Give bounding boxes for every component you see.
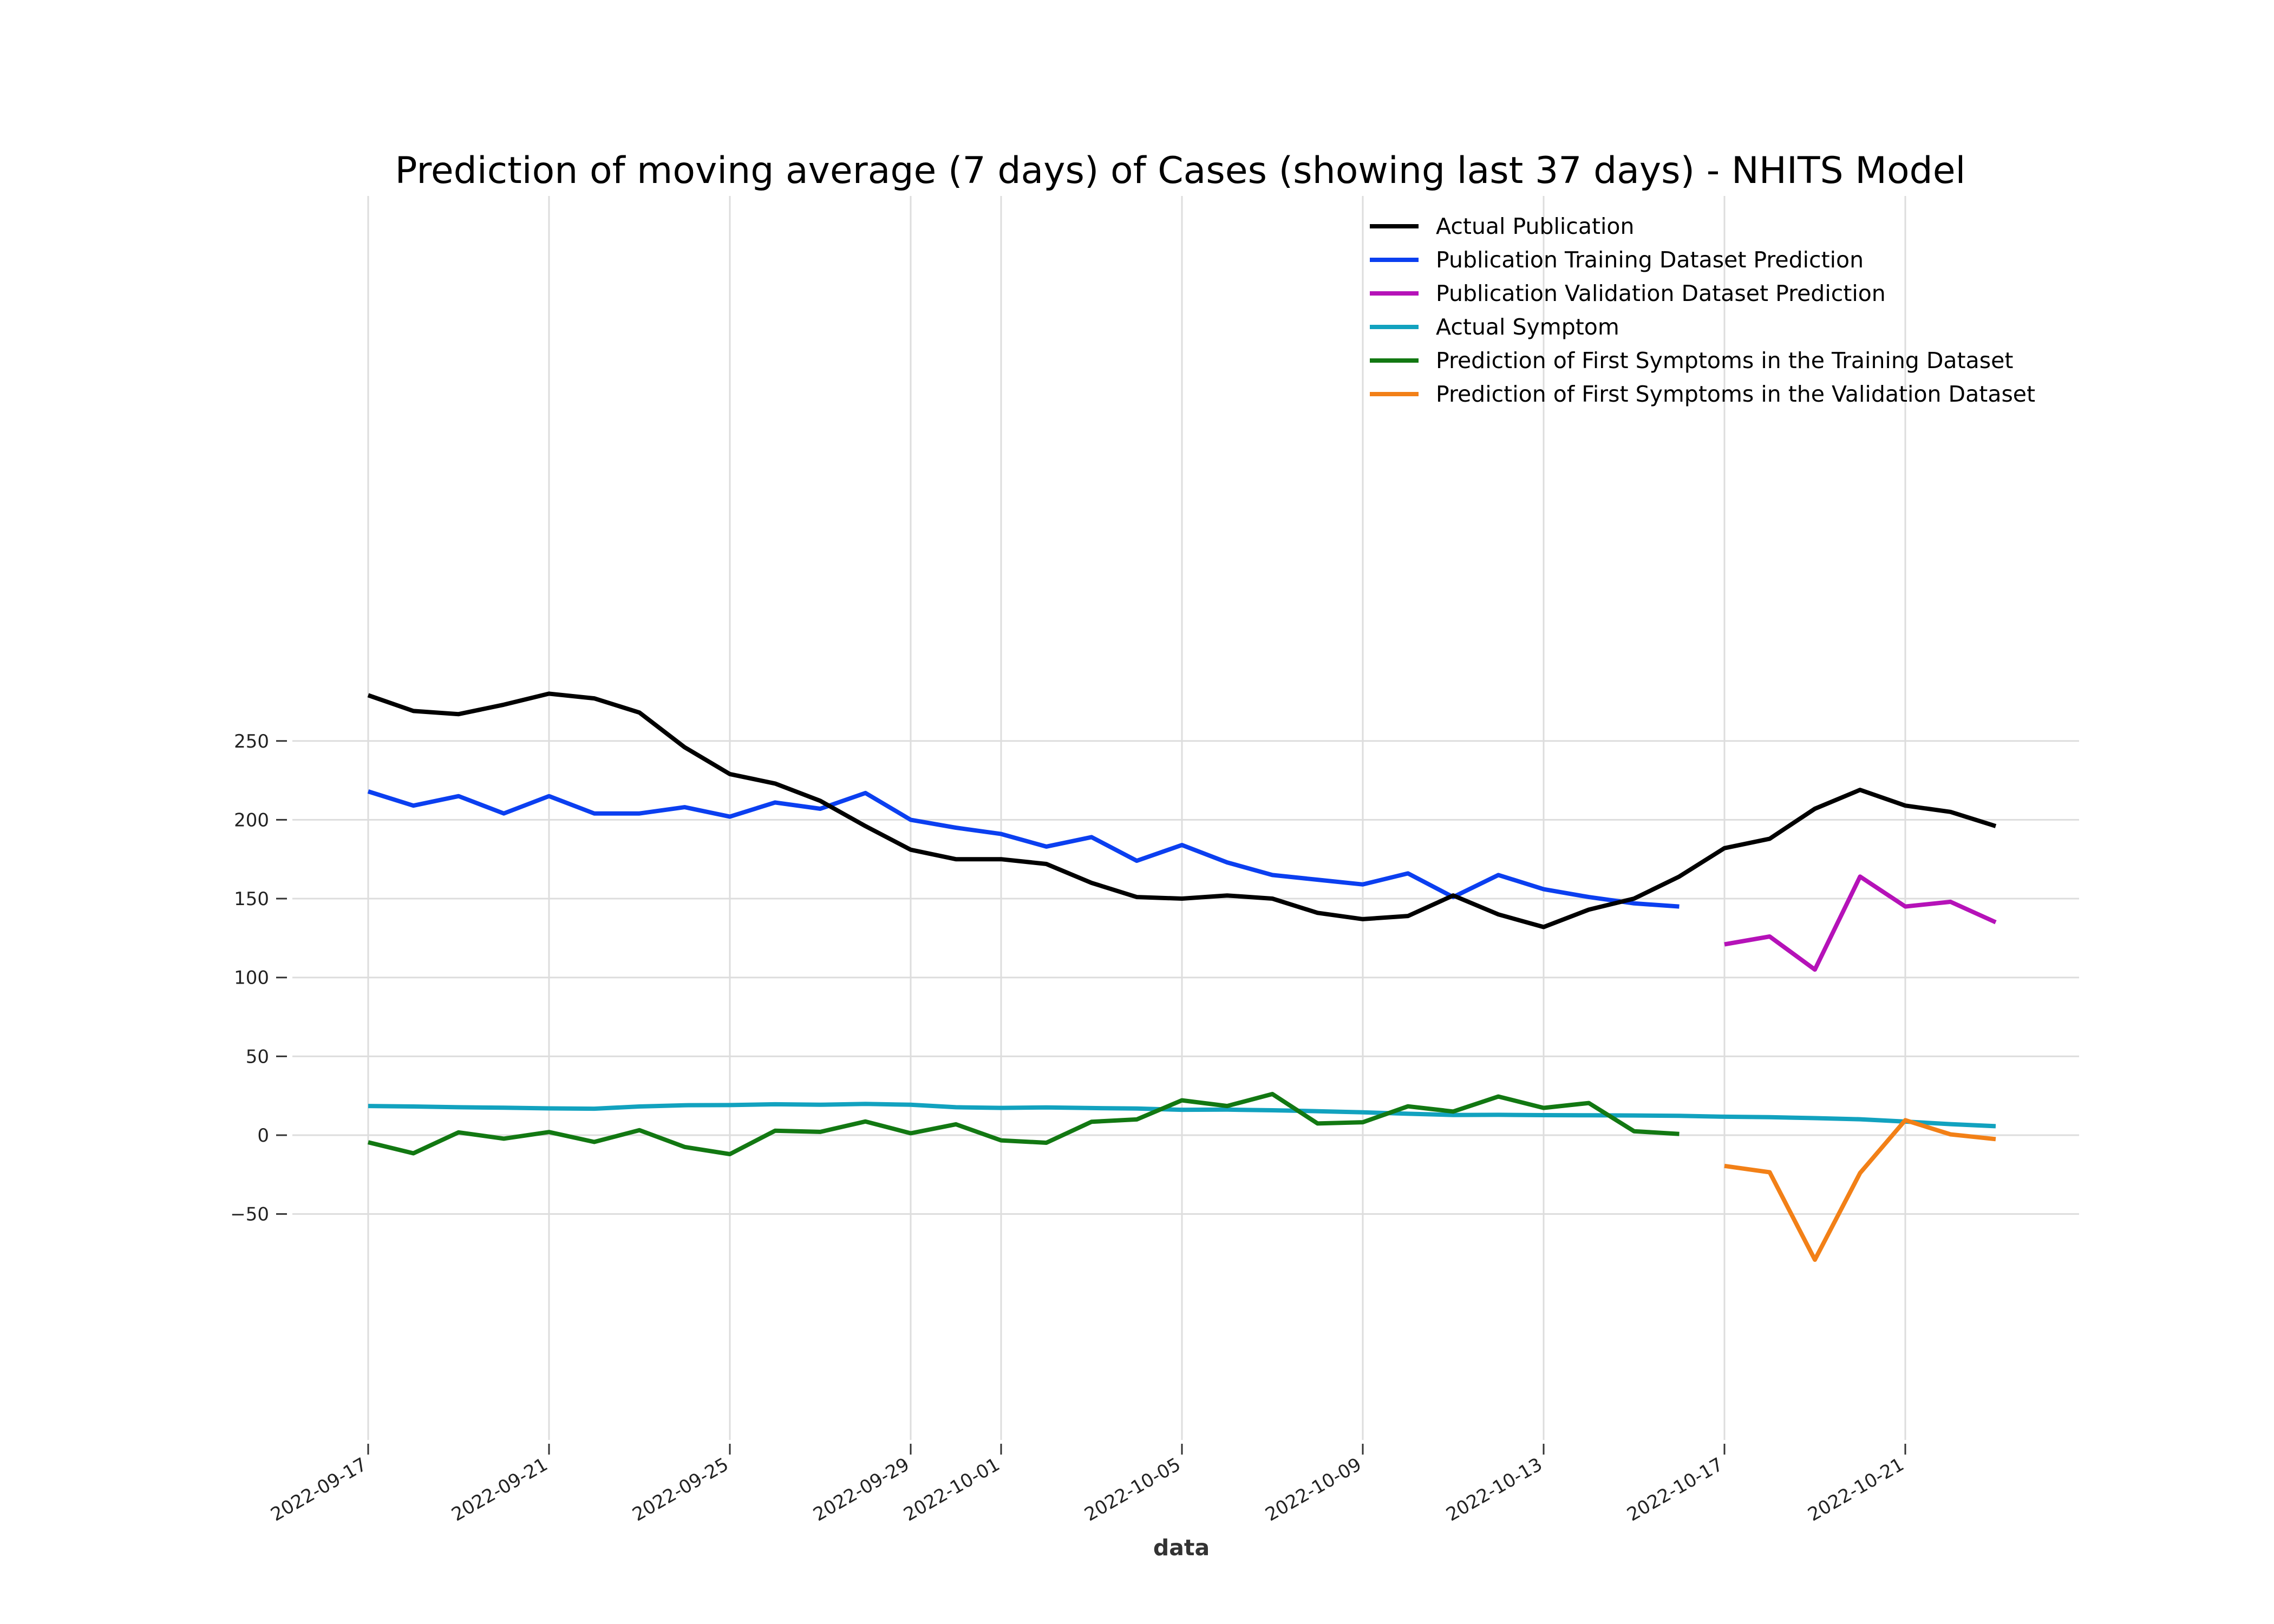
legend-label-1: Publication Training Dataset Prediction xyxy=(1436,247,1864,273)
series-line-0 xyxy=(367,691,1997,929)
y-tick-label-3: 100 xyxy=(234,967,269,989)
series-line-5 xyxy=(1724,1118,1996,1262)
x-axis-label: data xyxy=(1153,1535,1210,1561)
y-tick-label-6: 250 xyxy=(234,731,269,752)
y-tick-labels: −50 0 50 100 150 200 250 xyxy=(230,731,287,1226)
legend-label-2: Publication Validation Dataset Predictio… xyxy=(1436,280,1886,306)
legend-label-5: Prediction of First Symptoms in the Vali… xyxy=(1436,381,2035,407)
series-line-2 xyxy=(1724,874,1997,972)
y-tick-label-1: 0 xyxy=(257,1125,269,1147)
legend-label-4: Prediction of First Symptoms in the Trai… xyxy=(1436,348,2013,374)
legend-label-0: Actual Publication xyxy=(1436,213,1634,239)
y-tick-label-0: −50 xyxy=(230,1204,269,1226)
y-tick-label-4: 150 xyxy=(234,888,269,910)
series-line-4 xyxy=(368,1092,1680,1156)
legend-label-3: Actual Symptom xyxy=(1436,314,1619,340)
y-tick-label-5: 200 xyxy=(234,809,269,831)
series-lines xyxy=(367,691,1997,1262)
series-line-1 xyxy=(367,789,1680,909)
y-tick-label-2: 50 xyxy=(246,1046,269,1068)
legend: Actual Publication Publication Training D… xyxy=(1370,213,2035,407)
chart-title: Prediction of moving average (7 days) of… xyxy=(395,149,1966,192)
series-line-3 xyxy=(368,1102,1996,1129)
grid xyxy=(292,196,2079,1440)
